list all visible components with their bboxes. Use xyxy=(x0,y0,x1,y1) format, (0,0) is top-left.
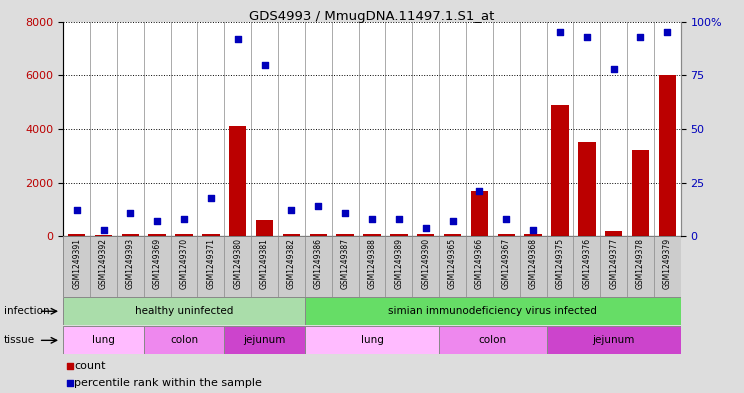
Point xyxy=(473,188,485,194)
Text: GDS4993 / MmugDNA.11497.1.S1_at: GDS4993 / MmugDNA.11497.1.S1_at xyxy=(249,10,495,23)
Bar xyxy=(605,231,623,236)
Point xyxy=(124,209,136,216)
Text: GSM1249365: GSM1249365 xyxy=(448,238,457,289)
Point xyxy=(446,218,458,224)
Point xyxy=(312,203,324,209)
Point xyxy=(97,227,109,233)
Point xyxy=(500,216,512,222)
Text: GSM1249371: GSM1249371 xyxy=(206,238,216,289)
Point xyxy=(232,36,244,42)
Bar xyxy=(305,326,439,354)
Bar xyxy=(363,234,381,236)
Point xyxy=(286,207,298,213)
Point xyxy=(554,29,566,35)
Text: GSM1249377: GSM1249377 xyxy=(609,238,618,289)
Text: GSM1249386: GSM1249386 xyxy=(314,238,323,289)
Bar xyxy=(439,326,547,354)
Point xyxy=(339,209,351,216)
Point xyxy=(661,29,673,35)
Point xyxy=(71,207,83,213)
Bar xyxy=(658,75,676,236)
Text: infection: infection xyxy=(4,306,49,316)
Text: GSM1249391: GSM1249391 xyxy=(72,238,81,289)
Text: GSM1249380: GSM1249380 xyxy=(234,238,243,289)
Text: lung: lung xyxy=(361,335,383,345)
Bar xyxy=(471,191,488,236)
Point xyxy=(366,216,378,222)
Bar xyxy=(149,233,166,236)
Bar xyxy=(578,142,595,236)
Bar xyxy=(121,234,139,236)
Point xyxy=(527,227,539,233)
Point xyxy=(151,218,163,224)
Text: GSM1249367: GSM1249367 xyxy=(501,238,510,289)
Bar xyxy=(68,234,86,236)
Bar xyxy=(310,234,327,236)
Point xyxy=(420,224,432,231)
Point xyxy=(608,66,620,72)
Bar xyxy=(336,234,354,236)
Text: GSM1249392: GSM1249392 xyxy=(99,238,108,289)
Point xyxy=(178,216,190,222)
Text: GSM1249382: GSM1249382 xyxy=(287,238,296,289)
Point xyxy=(205,195,217,201)
Point xyxy=(304,276,316,283)
Text: lung: lung xyxy=(92,335,115,345)
Bar xyxy=(390,234,408,236)
Bar xyxy=(94,235,112,236)
Bar xyxy=(176,234,193,236)
Bar xyxy=(547,326,681,354)
Text: GSM1249369: GSM1249369 xyxy=(153,238,161,289)
Text: tissue: tissue xyxy=(4,335,35,345)
Text: healthy uninfected: healthy uninfected xyxy=(135,306,234,316)
Text: GSM1249389: GSM1249389 xyxy=(394,238,403,289)
Bar xyxy=(144,326,225,354)
Bar xyxy=(525,234,542,236)
Text: percentile rank within the sample: percentile rank within the sample xyxy=(74,378,263,387)
Text: GSM1249379: GSM1249379 xyxy=(663,238,672,289)
Bar xyxy=(225,326,305,354)
Bar xyxy=(444,234,461,236)
Text: GSM1249390: GSM1249390 xyxy=(421,238,430,289)
Bar xyxy=(551,105,568,236)
Bar xyxy=(283,234,300,236)
Bar xyxy=(305,297,681,325)
Text: GSM1249370: GSM1249370 xyxy=(179,238,188,289)
Text: jejunum: jejunum xyxy=(243,335,286,345)
Text: colon: colon xyxy=(478,335,507,345)
Point xyxy=(635,33,647,40)
Bar xyxy=(63,297,305,325)
Bar xyxy=(256,220,273,236)
Bar xyxy=(229,126,246,236)
Text: GSM1249381: GSM1249381 xyxy=(260,238,269,289)
Bar xyxy=(498,234,515,236)
Bar xyxy=(417,234,434,236)
Bar xyxy=(63,326,144,354)
Text: count: count xyxy=(74,361,106,371)
Point xyxy=(393,216,405,222)
Text: GSM1249388: GSM1249388 xyxy=(368,238,376,289)
Text: GSM1249366: GSM1249366 xyxy=(475,238,484,289)
Text: GSM1249387: GSM1249387 xyxy=(341,238,350,289)
Text: colon: colon xyxy=(170,335,198,345)
Text: GSM1249376: GSM1249376 xyxy=(583,238,591,289)
Text: GSM1249375: GSM1249375 xyxy=(556,238,565,289)
Point xyxy=(581,33,593,40)
Text: GSM1249368: GSM1249368 xyxy=(528,238,538,289)
Bar xyxy=(202,234,219,236)
Bar xyxy=(632,151,650,236)
Text: jejunum: jejunum xyxy=(592,335,635,345)
Text: GSM1249393: GSM1249393 xyxy=(126,238,135,289)
Text: GSM1249378: GSM1249378 xyxy=(636,238,645,289)
Point xyxy=(259,61,271,68)
Text: simian immunodeficiency virus infected: simian immunodeficiency virus infected xyxy=(388,306,597,316)
Point xyxy=(304,127,316,133)
